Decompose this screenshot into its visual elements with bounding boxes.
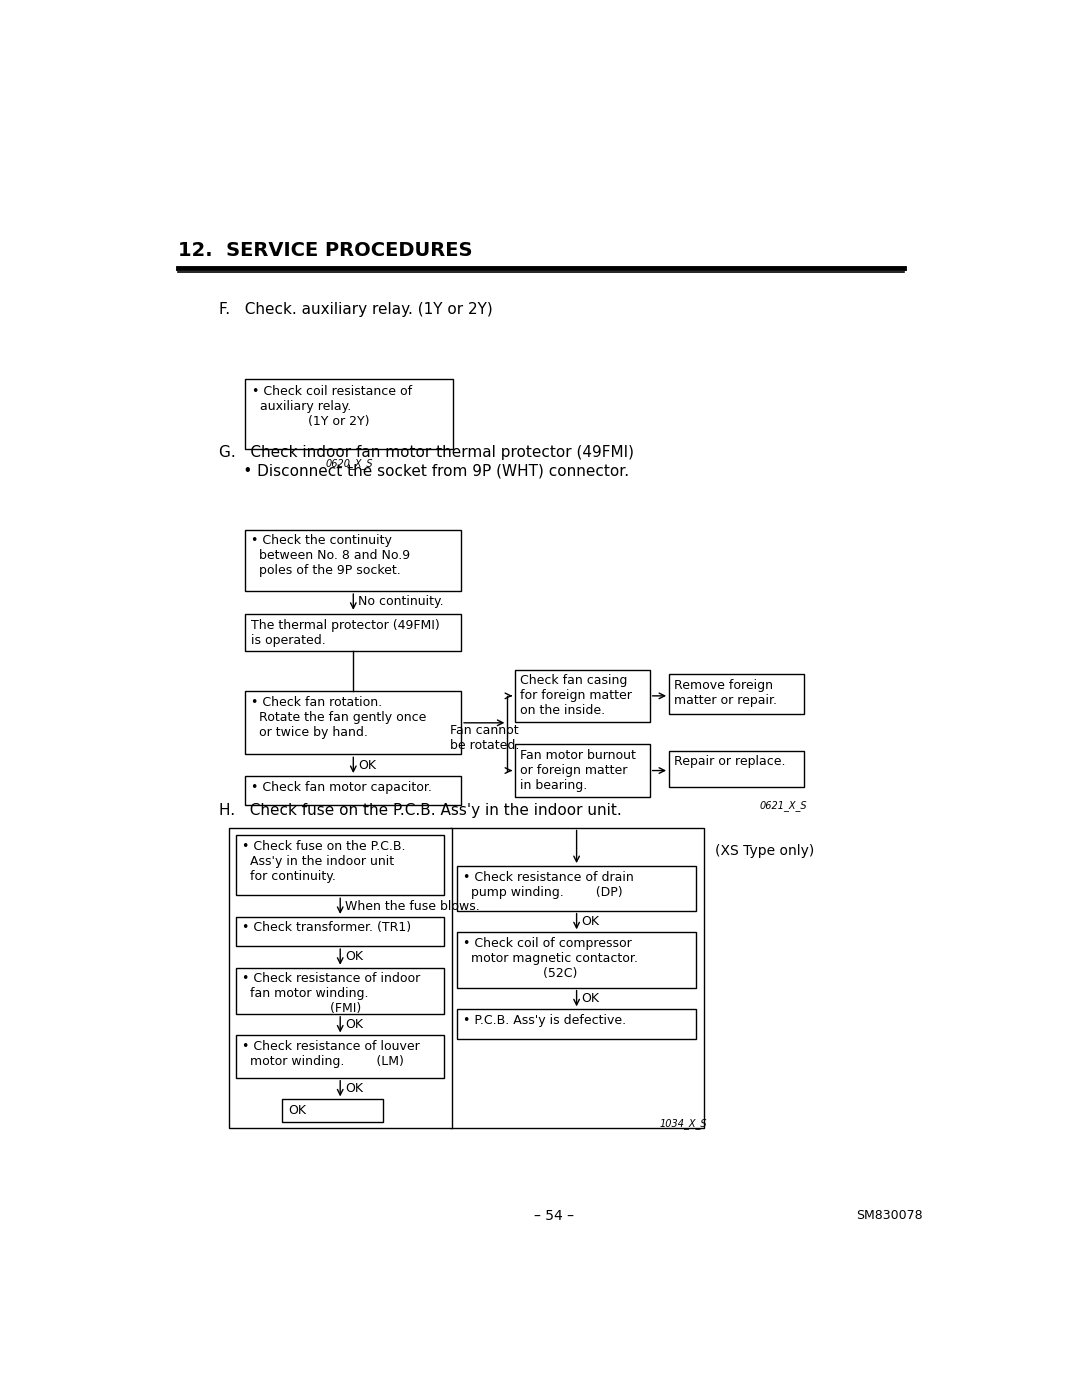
Text: • Check fuse on the P.C.B.
  Ass'y in the indoor unit
  for continuity.: • Check fuse on the P.C.B. Ass'y in the … [242,840,405,883]
Text: Fan motor burnout
or foreign matter
in bearing.: Fan motor burnout or foreign matter in b… [521,749,636,792]
Text: F.   Check. auxiliary relay. (1Y or 2Y): F. Check. auxiliary relay. (1Y or 2Y) [218,302,492,317]
Text: OK: OK [581,992,599,1004]
Text: • Check resistance of louver
  motor winding.        (LM): • Check resistance of louver motor windi… [242,1039,419,1069]
Text: 12.  SERVICE PROCEDURES: 12. SERVICE PROCEDURES [178,240,472,260]
Text: OK: OK [581,915,599,928]
Bar [669,675,804,714]
Text: G.   Check indoor fan motor thermal protector (49FMI): G. Check indoor fan motor thermal protec… [218,444,634,460]
Text: Check fan casing
for foreign matter
on the inside.: Check fan casing for foreign matter on t… [521,675,632,717]
Bar [449,827,704,1127]
Text: OK: OK [357,759,376,771]
Text: • Check coil resistance of
  auxiliary relay.
              (1Y or 2Y): • Check coil resistance of auxiliary rel… [252,384,411,427]
Text: Repair or replace.: Repair or replace. [674,756,786,768]
Text: • Check transformer. (TR1): • Check transformer. (TR1) [242,922,410,935]
Text: Fan cannot
be rotated.: Fan cannot be rotated. [449,724,518,752]
Text: • Check fan motor capacitor.: • Check fan motor capacitor. [251,781,432,793]
Bar [245,775,461,805]
Text: (XS Type only): (XS Type only) [715,844,814,858]
Text: Remove foreign
matter or repair.: Remove foreign matter or repair. [674,679,778,707]
Bar [245,615,461,651]
Bar [237,968,444,1014]
Text: 0620_X_S: 0620_X_S [326,458,374,469]
Bar [237,916,444,946]
Bar [457,1009,696,1038]
Text: • Check the continuity
  between No. 8 and No.9
  poles of the 9P socket.: • Check the continuity between No. 8 and… [251,534,410,577]
Bar [283,1099,382,1122]
Text: • Check resistance of indoor
  fan motor winding.
                      (FMI): • Check resistance of indoor fan motor w… [242,972,420,1016]
Bar [515,669,650,722]
Bar [237,835,444,895]
Bar [669,750,804,788]
Bar [245,529,461,591]
Text: – 54 –: – 54 – [534,1208,573,1222]
Bar [245,380,454,448]
Text: OK: OK [345,950,363,964]
Bar [515,745,650,796]
Text: OK: OK [288,1104,306,1118]
Text: • Disconnect the socket from 9P (WHT) connector.: • Disconnect the socket from 9P (WHT) co… [218,464,629,478]
Bar [457,932,696,988]
Text: The thermal protector (49FMI)
is operated.: The thermal protector (49FMI) is operate… [251,619,440,647]
Text: OK: OK [345,1018,363,1031]
Text: H.   Check fuse on the P.C.B. Ass'y in the indoor unit.: H. Check fuse on the P.C.B. Ass'y in the… [218,803,621,817]
Bar [245,692,461,754]
Bar [457,866,696,911]
Text: No continuity.: No continuity. [357,595,444,609]
Text: • P.C.B. Ass'y is defective.: • P.C.B. Ass'y is defective. [462,1014,625,1027]
Bar [237,1035,444,1077]
Bar [229,827,451,1127]
Text: OK: OK [345,1083,363,1095]
Text: When the fuse blows.: When the fuse blows. [345,900,480,912]
Text: • Check fan rotation.
  Rotate the fan gently once
  or twice by hand.: • Check fan rotation. Rotate the fan gen… [251,696,427,739]
Text: SM830078: SM830078 [856,1210,923,1222]
Text: 1034_X_S: 1034_X_S [660,1119,707,1130]
Text: • Check resistance of drain
  pump winding.        (DP): • Check resistance of drain pump winding… [462,870,633,898]
Text: 0621_X_S: 0621_X_S [760,800,808,810]
Text: • Check coil of compressor
  motor magnetic contactor.
                    (52C): • Check coil of compressor motor magneti… [462,937,637,979]
